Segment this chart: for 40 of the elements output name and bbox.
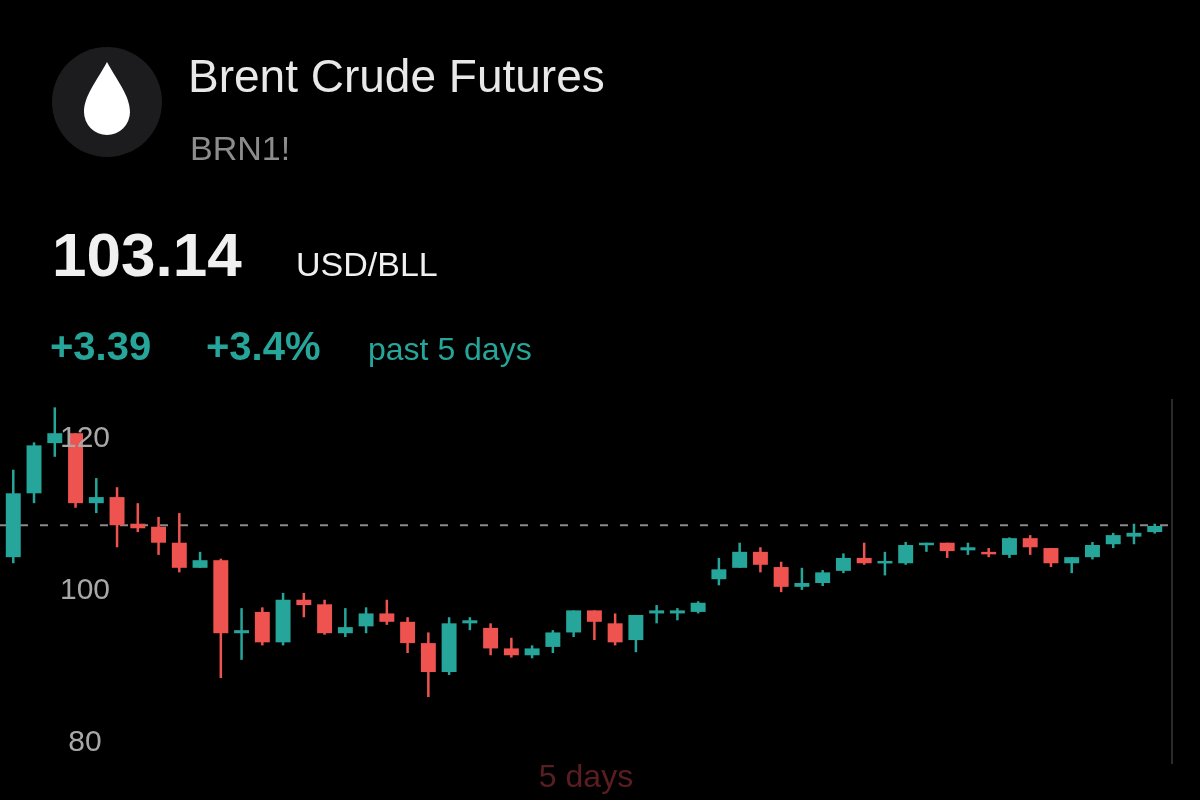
candlestick — [503, 636, 519, 659]
candlestick — [586, 609, 602, 642]
text: USD/BLL — [296, 245, 438, 283]
candlestick — [1126, 522, 1142, 546]
candlestick — [607, 612, 623, 647]
candlestick — [234, 606, 250, 662]
candlestick — [669, 606, 685, 622]
text: +3.39 — [50, 324, 152, 368]
candlestick — [835, 552, 851, 575]
candlestick — [88, 476, 104, 515]
y-tick-label: 120 — [59, 420, 111, 454]
candlestick — [649, 603, 665, 625]
candlestick — [711, 556, 727, 587]
y-tick-label: 100 — [59, 572, 111, 606]
candlestick — [732, 541, 748, 570]
candlestick — [151, 515, 167, 557]
x-axis-title: 5 days — [538, 758, 634, 794]
y-tick-label: 80 — [68, 724, 102, 758]
candlestick — [296, 591, 312, 619]
text: +3.4% — [206, 324, 321, 368]
chart-title: Brent Crude Futures — [188, 50, 605, 102]
candlestick — [856, 541, 872, 567]
candlestick — [794, 566, 810, 592]
chart-subtitle: BRN1! — [190, 129, 291, 167]
candlestick — [337, 606, 353, 639]
candlestick — [1043, 546, 1059, 569]
candlestick — [545, 628, 561, 655]
text: 103.14 — [52, 220, 243, 289]
candlestick — [1022, 533, 1038, 557]
candlestick — [773, 560, 789, 594]
candlestick — [898, 540, 914, 567]
text: past 5 days — [368, 331, 532, 367]
candlestick — [379, 598, 395, 627]
candlestick — [358, 606, 374, 635]
candlestick — [483, 622, 499, 657]
candlestick — [752, 546, 768, 574]
candlestick — [1001, 536, 1017, 560]
candlestick — [47, 406, 63, 459]
candlestick — [566, 609, 582, 639]
candlestick — [400, 615, 416, 655]
